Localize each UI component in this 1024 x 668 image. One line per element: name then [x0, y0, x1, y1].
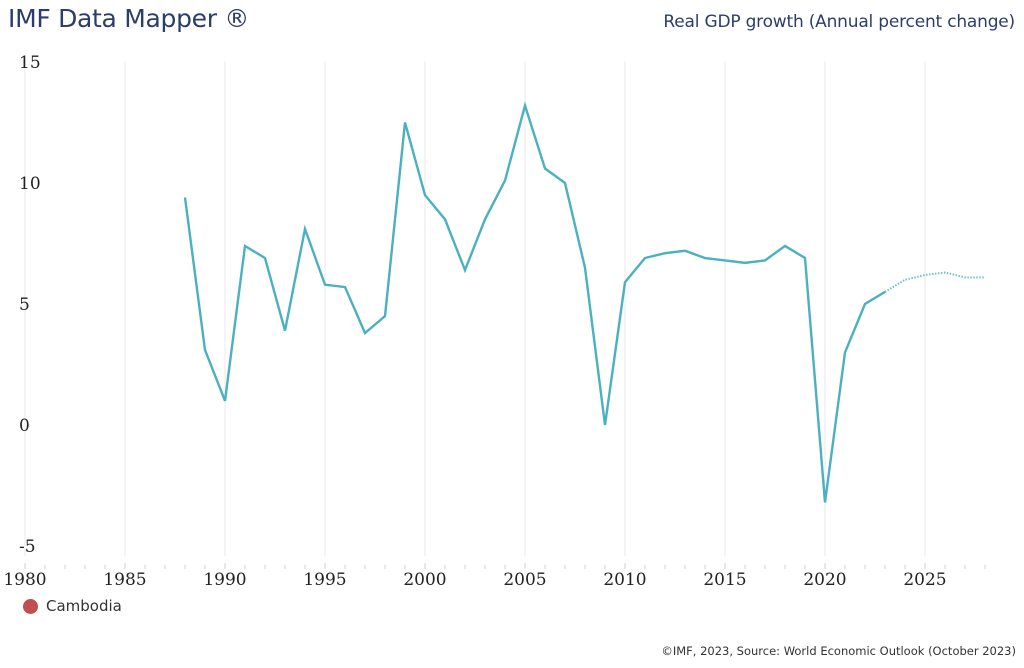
x-tick-label: 1995: [303, 570, 346, 590]
data-point-2015[interactable]: [722, 257, 728, 263]
data-point-2011[interactable]: [642, 255, 648, 261]
data-point-2021[interactable]: [842, 349, 848, 355]
data-point-2020[interactable]: [822, 499, 828, 505]
data-point-1992[interactable]: [262, 255, 268, 261]
x-tick-label: 1980: [3, 570, 46, 590]
data-point-1997[interactable]: [362, 330, 368, 336]
data-point-2016[interactable]: [742, 260, 748, 266]
data-point-2012[interactable]: [662, 250, 668, 256]
data-point-2008[interactable]: [582, 265, 588, 271]
data-point-2017[interactable]: [762, 257, 768, 263]
data-point-1999[interactable]: [402, 120, 408, 126]
x-tick-label: 2000: [403, 570, 446, 590]
y-tick-label: 5: [19, 295, 30, 315]
data-point-1990[interactable]: [222, 398, 228, 404]
line-chart: 15 10 5 0 -5 1980 1985 1990 1995 2000 2005 2010 201…: [3, 53, 988, 590]
data-point-2023[interactable]: [882, 289, 888, 295]
series-projection-line-cambodia[interactable]: [884, 271, 985, 293]
data-point-2013[interactable]: [682, 248, 688, 254]
data-point-1991[interactable]: [242, 243, 248, 249]
data-point-1998[interactable]: [382, 313, 388, 319]
x-tick-label: 2025: [903, 570, 946, 590]
data-point-2025[interactable]: [922, 272, 928, 278]
data-point-1995[interactable]: [322, 282, 328, 288]
data-point-1993[interactable]: [282, 328, 288, 334]
data-point-2026[interactable]: [942, 270, 948, 276]
data-point-2007[interactable]: [562, 180, 568, 186]
data-point-1989[interactable]: [202, 347, 208, 353]
data-point-2009[interactable]: [602, 422, 608, 428]
app-title: IMF Data Mapper ®: [8, 4, 250, 33]
data-point-2002[interactable]: [462, 267, 468, 273]
data-point-2028[interactable]: [982, 274, 988, 280]
x-axis: 1980 1985 1990 1995 2000 2005 2010 2015 2020 2025: [3, 563, 986, 590]
data-point-2027[interactable]: [962, 274, 968, 280]
data-point-1988[interactable]: [182, 195, 188, 201]
data-point-1994[interactable]: [302, 226, 308, 232]
data-point-2022[interactable]: [862, 301, 868, 307]
data-point-2003[interactable]: [482, 216, 488, 222]
x-tick-label: 2005: [503, 570, 546, 590]
grid-lines: [24, 61, 926, 556]
x-tick-label: 2010: [603, 570, 646, 590]
x-tick-label: 2015: [703, 570, 746, 590]
y-tick-label: 15: [19, 53, 41, 73]
x-tick-label: 1990: [203, 570, 246, 590]
y-tick-label: 10: [19, 174, 41, 194]
data-point-2018[interactable]: [782, 243, 788, 249]
data-point-2006[interactable]: [542, 165, 548, 171]
data-point-2010[interactable]: [622, 279, 628, 285]
data-point-2004[interactable]: [502, 178, 508, 184]
data-point-1996[interactable]: [342, 284, 348, 290]
y-axis: 15 10 5 0 -5: [19, 53, 41, 557]
x-tick-label: 1985: [103, 570, 146, 590]
data-point-2001[interactable]: [442, 216, 448, 222]
y-tick-label: -5: [19, 537, 36, 557]
x-tick-label: 2020: [803, 570, 846, 590]
data-point-2019[interactable]: [802, 255, 808, 261]
legend-dot-icon: [23, 598, 38, 614]
legend[interactable]: Cambodia: [23, 597, 122, 615]
data-point-2024[interactable]: [902, 277, 908, 283]
indicator-title: Real GDP growth (Annual percent change): [663, 12, 1015, 32]
data-point-2000[interactable]: [422, 192, 428, 198]
data-point-2005[interactable]: [522, 103, 528, 109]
data-point-2014[interactable]: [702, 255, 708, 261]
source-footer: ©IMF, 2023, Source: World Economic Outlo…: [661, 644, 1016, 658]
y-tick-label: 0: [19, 416, 30, 436]
legend-label[interactable]: Cambodia: [46, 597, 122, 615]
series-line-cambodia[interactable]: [183, 101, 886, 503]
series-layer: [182, 101, 988, 505]
